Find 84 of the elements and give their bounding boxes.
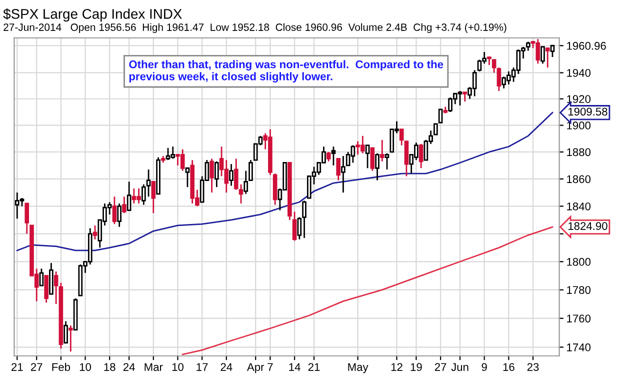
x-tick-label: 7 [268, 363, 273, 371]
candlestick [545, 47, 550, 68]
x-tick-label: Jun [451, 363, 468, 371]
candlestick [229, 163, 234, 186]
x-tick-label: 12 [391, 363, 402, 371]
candlestick [126, 180, 132, 212]
y-tick-label: 1740 [567, 343, 591, 352]
line-series [16, 112, 554, 252]
candlestick [341, 155, 346, 194]
y-tick-label: 1800 [567, 258, 591, 266]
candlestick [142, 184, 146, 206]
y-tick-label: 1960.96 [567, 42, 606, 50]
line-series [182, 226, 554, 356]
candlestick [526, 41, 530, 52]
y-tick-label: 1900 [567, 122, 591, 130]
candlestick [297, 216, 302, 240]
candlestick [64, 320, 68, 344]
candlestick [185, 167, 190, 188]
y-tick-label: 1860 [567, 175, 591, 184]
x-tick-label: Mar [144, 363, 163, 371]
candlestick [404, 140, 409, 177]
x-tick-label: 24 [123, 363, 135, 371]
y-tick-label: 1880 [567, 148, 591, 156]
candlestick [496, 66, 502, 92]
x-tick-label: 18 [104, 363, 116, 371]
x-tick-label: 10 [80, 363, 92, 371]
candlestick [248, 159, 253, 182]
candlestick [24, 202, 30, 234]
candlestick [492, 59, 496, 74]
candlestick [238, 184, 244, 204]
x-tick-label: 21 [12, 363, 23, 371]
x-tick-label: Feb [52, 362, 70, 371]
candlestick [302, 200, 306, 239]
candlestick [365, 144, 370, 169]
x-tick-label: Apr [246, 363, 264, 374]
candlestick [462, 92, 468, 102]
x-tick-label: 21 [308, 363, 320, 371]
chart-subtitle: 27-Jun-2014 Open 1956.56 High 1961.47 Low 1952.18 Close 1960.96 Volume 2.4B Chg +3.74 (+0.19%) [4, 23, 506, 33]
data-label: 1909.58 [568, 108, 608, 116]
candlestick [336, 158, 340, 182]
candlestick [292, 211, 297, 242]
x-tick-label: 27 [434, 363, 446, 371]
candlestick [54, 270, 58, 305]
candlestick [384, 152, 390, 170]
candlestick [151, 180, 156, 214]
data-label: 1824.90 [568, 222, 608, 230]
candlestick [244, 170, 248, 195]
candlestick [380, 139, 384, 162]
y-tick-label: 1760 [567, 314, 591, 322]
candlestick [39, 268, 44, 286]
candlestick [438, 108, 443, 124]
candlestick [540, 46, 545, 64]
x-tick-label: 10 [172, 363, 184, 371]
candlestick [418, 143, 424, 169]
x-tick-label: 16 [503, 363, 514, 371]
x-tick-label: 23 [527, 363, 539, 371]
x-tick-label: 19 [410, 363, 422, 371]
candlestick [44, 275, 48, 304]
candlestick [399, 128, 404, 146]
x-tick-label: 24 [220, 363, 232, 371]
x-tick-label: 17 [196, 363, 208, 371]
y-tick-label: 1920 [567, 95, 591, 104]
y-tick-label: 1780 [567, 286, 591, 294]
candlestick [92, 224, 98, 240]
x-tick-label: May [348, 363, 368, 374]
y-tick-label: 1840 [567, 202, 591, 210]
candlestick [122, 196, 126, 214]
x-tick-label: 9 [482, 363, 487, 371]
candlestick [331, 146, 336, 166]
candlestick [117, 202, 122, 228]
x-tick-label: 14 [289, 363, 300, 371]
candlestick [375, 152, 380, 182]
annotation: Other than that, trading was non-eventful. Compared to the previous week, it closed slightly lower. [129, 60, 444, 83]
candlestick [146, 168, 151, 198]
x-tick-label: 27 [30, 363, 42, 371]
chart-title: $SPX Large Cap Index INDX [3, 8, 182, 22]
candlestick [112, 196, 117, 225]
y-tick-label: 1940 [567, 69, 591, 77]
candlestick [234, 158, 238, 191]
candlestick [370, 147, 375, 172]
candlestick [214, 160, 219, 188]
candlestick [326, 151, 331, 162]
candlestick [210, 158, 214, 194]
candlestick [68, 324, 73, 352]
